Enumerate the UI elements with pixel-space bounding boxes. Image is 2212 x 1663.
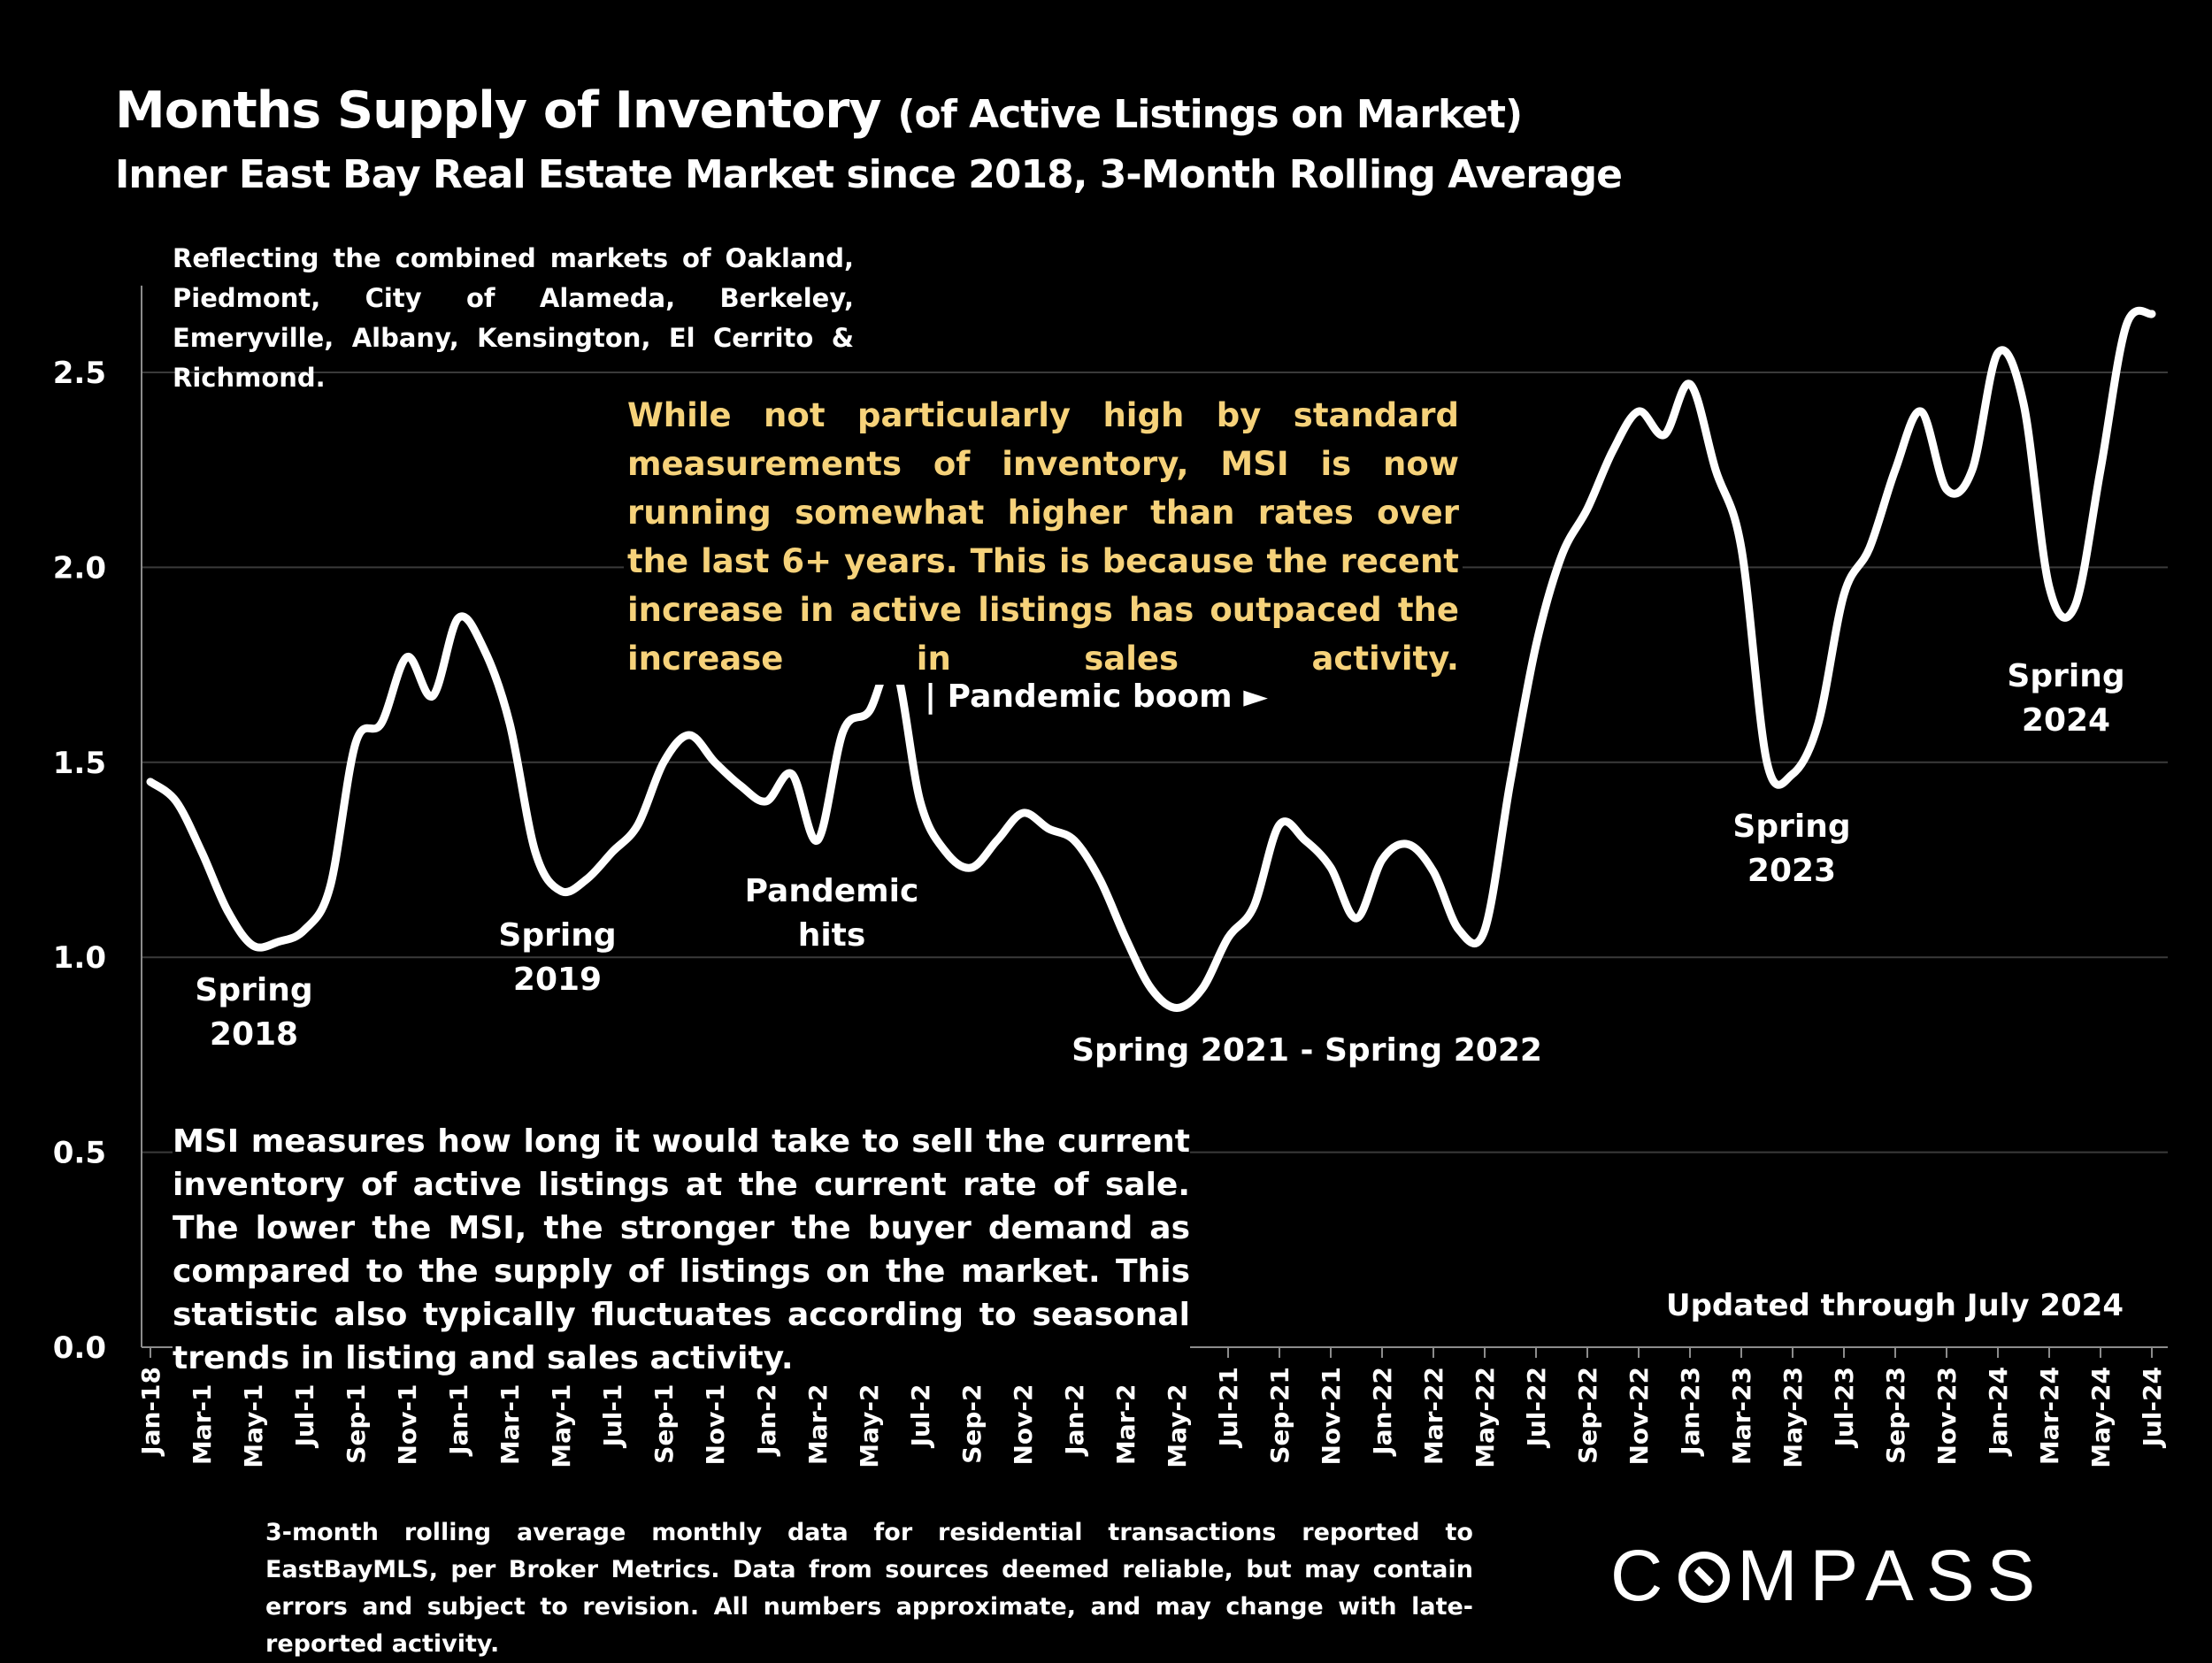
series-layer — [146, 306, 2156, 1012]
logo-text-start: C — [1610, 1536, 1676, 1616]
x-tick-label: May-23 — [1778, 1367, 1808, 1468]
annotation-spring-2018: Spring 2018 — [195, 972, 313, 1053]
x-tick-label: May-22 — [1471, 1367, 1500, 1468]
annotation-pandemic-boom: | Pandemic boom ► — [925, 678, 1268, 715]
x-tick-label: Jul-24 — [2138, 1367, 2167, 1449]
annotation-spring-2024: Spring 2024 — [2007, 658, 2125, 739]
annotation-spring-2019: Spring 2019 — [498, 917, 617, 998]
annotation-spring-2021-2022: Spring 2021 - Spring 2022 — [1071, 1032, 1542, 1069]
x-tick-label: Nov-23 — [1932, 1367, 1962, 1466]
chart-title-paren: (of Active Listings on Market) — [897, 92, 1523, 137]
x-tick-label: Jan-24 — [1984, 1367, 2013, 1457]
x-tick-label: May-18 — [239, 1367, 268, 1468]
y-tick-label: 2.5 — [53, 356, 106, 391]
x-tick-label: May-24 — [2086, 1367, 2116, 1468]
x-tick-label: Jul-21 — [1214, 1367, 1243, 1449]
x-tick-label: Mar-22 — [1419, 1367, 1448, 1465]
x-tick-label: Nov-21 — [1317, 1367, 1346, 1466]
annotation-spring-2023: Spring 2023 — [1732, 809, 1851, 889]
x-tick-label: Mar-24 — [2035, 1367, 2064, 1465]
msi-explanation: MSI measures how long it would take to s… — [173, 1116, 1190, 1383]
x-tick-label: Jul-23 — [1830, 1367, 1859, 1449]
x-tick-label: May-20 — [855, 1367, 884, 1468]
markets-note: Reflecting the combined markets of Oakla… — [173, 243, 854, 393]
x-tick-label: Sep-23 — [1881, 1367, 1910, 1464]
gridlines — [142, 372, 2168, 1153]
x-tick-label: Sep-22 — [1573, 1367, 1602, 1464]
x-tick-label: Sep-21 — [1265, 1367, 1294, 1464]
x-tick-label: Nov-22 — [1624, 1367, 1654, 1466]
x-tick-label: Jul-22 — [1522, 1367, 1551, 1449]
y-tick-label: 2.0 — [53, 550, 106, 586]
source-footnote: 3-month rolling average monthly data for… — [265, 1519, 1473, 1658]
callout-note: While not particularly high by standard … — [624, 389, 1463, 685]
chart-title: Months Supply of Inventory (of Active Li… — [115, 81, 1523, 140]
compass-logo: C MPASS — [1610, 1535, 2047, 1618]
updated-note: Updated through July 2024 — [1665, 1288, 2124, 1323]
series-line-0 — [146, 306, 2156, 1012]
chart-title-main: Months Supply of Inventory — [115, 81, 881, 140]
logo-text-end: MPASS — [1737, 1536, 2048, 1616]
x-tick-label: May-21 — [1163, 1367, 1192, 1468]
logo-o-icon — [1678, 1552, 1731, 1603]
x-tick-label: Jan-22 — [1368, 1367, 1397, 1457]
y-tick-label: 1.5 — [53, 746, 106, 781]
x-tick-label: Jan-18 — [136, 1367, 165, 1457]
y-tick-label: 0.5 — [53, 1136, 106, 1171]
x-tick-label: Jan-23 — [1676, 1367, 1705, 1457]
annotation-pandemic-hits: Pandemic hits — [744, 873, 919, 954]
chart-subtitle: Inner East Bay Real Estate Market since … — [115, 152, 1623, 197]
y-tick-label: 0.0 — [53, 1330, 106, 1366]
x-tick-label: Mar-23 — [1727, 1367, 1756, 1465]
y-tick-label: 1.0 — [53, 940, 106, 976]
x-tick-label: May-19 — [547, 1367, 576, 1468]
